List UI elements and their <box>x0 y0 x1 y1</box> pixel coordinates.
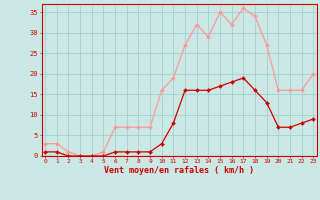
X-axis label: Vent moyen/en rafales ( km/h ): Vent moyen/en rafales ( km/h ) <box>104 166 254 175</box>
